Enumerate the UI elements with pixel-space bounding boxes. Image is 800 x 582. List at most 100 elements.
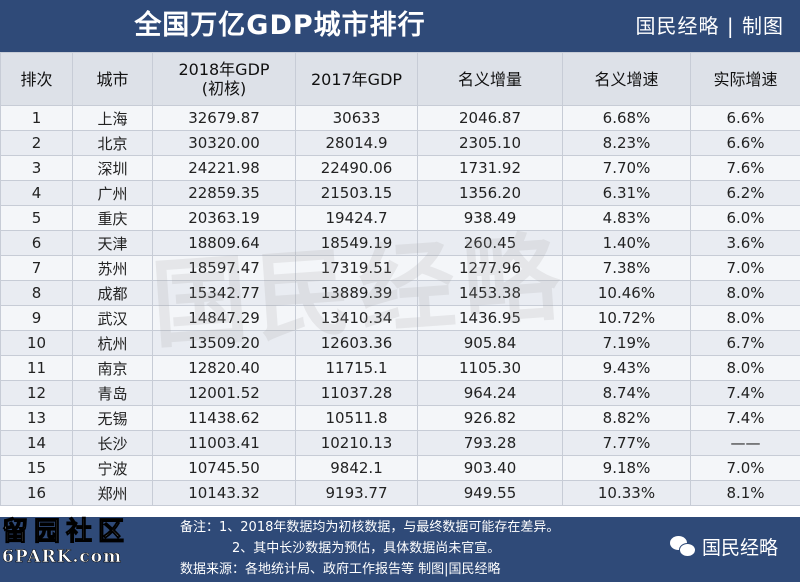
- col-real-growth-cell: 8.1%: [690, 480, 800, 506]
- col-rank-cell: 15: [0, 455, 73, 481]
- col-real-growth-cell: 7.6%: [690, 155, 800, 181]
- col-city-cell: 南京: [72, 355, 153, 381]
- col-gdp-2018-cell: 13509.20: [152, 330, 296, 356]
- note-2: 2、其中长沙数据为预估，具体数据尚未官宣。: [232, 541, 501, 556]
- col-nominal-growth-cell: 6.68%: [562, 105, 691, 131]
- col-nominal-growth-cell: 9.18%: [562, 455, 691, 481]
- col-city-cell: 苏州: [72, 255, 153, 281]
- col-nominal-increase-cell: 938.49: [417, 205, 563, 231]
- col-real-growth-header: 实际增速: [690, 52, 800, 106]
- col-gdp-2017-cell: 17319.51: [295, 255, 418, 281]
- col-city-cell: 北京: [72, 130, 153, 156]
- col-rank-header: 排次: [0, 52, 73, 106]
- col-city-cell: 天津: [72, 230, 153, 256]
- col-city-cell: 无锡: [72, 405, 153, 431]
- col-city-header: 城市: [72, 52, 153, 106]
- col-city-cell: 宁波: [72, 455, 153, 481]
- col-rank-cell: 6: [0, 230, 73, 256]
- wechat-icon: [669, 535, 696, 558]
- col-nominal-increase-cell: 1453.38: [417, 280, 563, 306]
- col-rank-cell: 3: [0, 155, 73, 181]
- col-gdp-2017-cell: 9842.1: [295, 455, 418, 481]
- col-gdp-2018-cell: 15342.77: [152, 280, 296, 306]
- col-nominal-increase-cell: 2046.87: [417, 105, 563, 131]
- col-nominal-growth-cell: 4.83%: [562, 205, 691, 231]
- footer: 备注：1、2018年数据均为初核数据，与最终数据可能存在差异。 2、其中长沙数据…: [0, 517, 800, 582]
- col-gdp-2018-cell: 14847.29: [152, 305, 296, 331]
- col-real-growth-cell: 6.6%: [690, 105, 800, 131]
- col-real-growth-cell: 6.2%: [690, 180, 800, 206]
- col-city-cell: 重庆: [72, 205, 153, 231]
- col-nominal-increase-cell: 964.24: [417, 380, 563, 406]
- col-rank-cell: 10: [0, 330, 73, 356]
- col-city-cell: 杭州: [72, 330, 153, 356]
- col-gdp-2017-cell: 13410.34: [295, 305, 418, 331]
- col-gdp-2018-cell: 11003.41: [152, 430, 296, 456]
- col-rank-cell: 9: [0, 305, 73, 331]
- col-nominal-increase-cell: 260.45: [417, 230, 563, 256]
- col-nominal-growth-cell: 8.82%: [562, 405, 691, 431]
- table-row: 12 青岛 12001.52 11037.28 964.24 8.74% 7.4%: [0, 380, 800, 406]
- col-real-growth-cell: 8.0%: [690, 305, 800, 331]
- table-row: 8 成都 15342.77 13889.39 1453.38 10.46% 8.0%: [0, 280, 800, 306]
- table-row: 3 深圳 24221.98 22490.06 1731.92 7.70% 7.6%: [0, 155, 800, 181]
- col-gdp-2018-cell: 32679.87: [152, 105, 296, 131]
- col-real-growth-cell: 3.6%: [690, 230, 800, 256]
- col-nominal-growth-cell: 7.70%: [562, 155, 691, 181]
- col-rank-cell: 13: [0, 405, 73, 431]
- col-nominal-growth-cell: 7.19%: [562, 330, 691, 356]
- col-city-cell: 成都: [72, 280, 153, 306]
- col-gdp-2017-cell: 9193.77: [295, 480, 418, 506]
- col-real-growth-cell: 7.4%: [690, 380, 800, 406]
- footer-notes: 备注：1、2018年数据均为初核数据，与最终数据可能存在差异。 2、其中长沙数据…: [180, 517, 660, 580]
- col-gdp-2017-header: 2017年GDP: [295, 52, 418, 106]
- col-nominal-growth-cell: 8.74%: [562, 380, 691, 406]
- col-gdp-2017-cell: 10210.13: [295, 430, 418, 456]
- col-gdp-2018-cell: 12820.40: [152, 355, 296, 381]
- col-nominal-increase-cell: 903.40: [417, 455, 563, 481]
- col-real-growth-cell: 7.4%: [690, 405, 800, 431]
- col-gdp-2018-cell: 12001.52: [152, 380, 296, 406]
- site-name-cn: 留园社区: [2, 517, 131, 548]
- col-nominal-increase-cell: 1356.20: [417, 180, 563, 206]
- col-gdp-2018-header: 2018年GDP (初核): [152, 52, 296, 106]
- col-real-growth-cell: 7.0%: [690, 455, 800, 481]
- col-real-growth-cell: 8.0%: [690, 355, 800, 381]
- col-nominal-increase-cell: 1436.95: [417, 305, 563, 331]
- col-nominal-growth-cell: 7.38%: [562, 255, 691, 281]
- table-row: 13 无锡 11438.62 10511.8 926.82 8.82% 7.4%: [0, 405, 800, 431]
- table-row: 16 郑州 10143.32 9193.77 949.55 10.33% 8.1%: [0, 480, 800, 506]
- col-gdp-2018-cell: 18597.47: [152, 255, 296, 281]
- col-nominal-growth-cell: 1.40%: [562, 230, 691, 256]
- col-rank-cell: 7: [0, 255, 73, 281]
- col-gdp-2017-cell: 21503.15: [295, 180, 418, 206]
- col-rank-cell: 14: [0, 430, 73, 456]
- table-row: 15 宁波 10745.50 9842.1 903.40 9.18% 7.0%: [0, 455, 800, 481]
- col-city-cell: 武汉: [72, 305, 153, 331]
- col-gdp-2017-cell: 30633: [295, 105, 418, 131]
- data-source: 数据来源：各地统计局、政府工作报告等 制图|国民经略: [180, 562, 501, 577]
- col-gdp-2018-cell: 22859.35: [152, 180, 296, 206]
- col-gdp-2017-cell: 18549.19: [295, 230, 418, 256]
- col-city-cell: 青岛: [72, 380, 153, 406]
- col-gdp-2017-cell: 13889.39: [295, 280, 418, 306]
- table-row: 2 北京 30320.00 28014.9 2305.10 8.23% 6.6%: [0, 130, 800, 156]
- col-real-growth-cell: ——: [690, 430, 800, 456]
- col-gdp-2018-cell: 20363.19: [152, 205, 296, 231]
- col-nominal-growth-header: 名义增速: [562, 52, 691, 106]
- site-watermark: 留园社区 6PARK.com: [2, 517, 142, 582]
- col-rank-cell: 8: [0, 280, 73, 306]
- col-gdp-2018-cell: 11438.62: [152, 405, 296, 431]
- col-gdp-2018-cell: 30320.00: [152, 130, 296, 156]
- col-nominal-growth-cell: 10.33%: [562, 480, 691, 506]
- gdp-ranking-table: 排次 城市 2018年GDP (初核) 2017年GDP 名义增量 名义增速 实际增速 1 上海…: [0, 52, 800, 506]
- col-nominal-increase-header: 名义增量: [417, 52, 563, 106]
- table-row: 7 苏州 18597.47 17319.51 1277.96 7.38% 7.0%: [0, 255, 800, 281]
- col-city-cell: 上海: [72, 105, 153, 131]
- col-nominal-increase-cell: 793.28: [417, 430, 563, 456]
- table-row: 14 长沙 11003.41 10210.13 793.28 7.77% ——: [0, 430, 800, 456]
- col-nominal-increase-cell: 905.84: [417, 330, 563, 356]
- col-nominal-growth-cell: 7.77%: [562, 430, 691, 456]
- col-city-cell: 长沙: [72, 430, 153, 456]
